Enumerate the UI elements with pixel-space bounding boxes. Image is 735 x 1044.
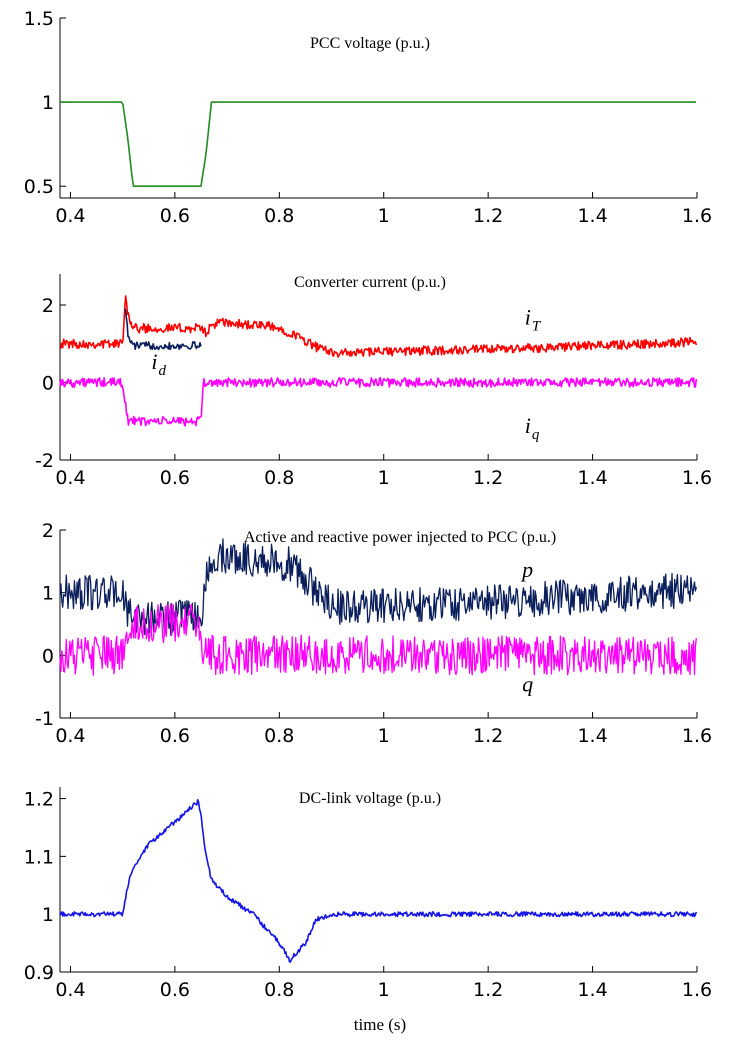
- series-label-main: i: [525, 413, 531, 438]
- series-label: q: [522, 672, 533, 697]
- panel-title: Converter current (p.u.): [294, 274, 446, 291]
- series-label-main: i: [525, 304, 531, 329]
- y-tick-label: 0: [42, 373, 54, 395]
- x-tick-label: 1: [378, 725, 390, 747]
- x-tick-label: 0.4: [55, 979, 85, 1001]
- panel-title: PCC voltage (p.u.): [310, 35, 430, 52]
- x-tick-label: 1.4: [577, 979, 607, 1001]
- x-tick-label: 1.6: [682, 725, 712, 747]
- panel-title: Active and reactive power injected to PC…: [244, 529, 556, 546]
- y-tick-label: 0.9: [24, 962, 54, 984]
- series-label-main: q: [522, 672, 533, 697]
- x-tick-label: 1: [378, 979, 390, 1001]
- y-tick-label: 1: [42, 92, 54, 114]
- x-tick-label: 1: [378, 205, 390, 227]
- x-tick-label: 0.6: [160, 467, 190, 489]
- x-tick-label: 1.6: [682, 205, 712, 227]
- y-tick-label: 1.1: [24, 846, 54, 868]
- y-tick-label: 2: [42, 295, 54, 317]
- x-tick-label: 0.8: [264, 725, 294, 747]
- series-line-0: [59, 295, 698, 358]
- x-tick-label: 1.6: [682, 979, 712, 1001]
- x-tick-label: 1.2: [473, 725, 503, 747]
- y-tick-label: 2: [42, 520, 54, 542]
- series-label-main: p: [520, 557, 533, 582]
- x-tick-label: 1: [378, 467, 390, 489]
- y-tick-label: 1.2: [24, 789, 54, 811]
- panel-pcc-voltage: 0.4 0.6 0.8 1 1.2 1.4 1.6 0.5 1 1.5 PCC voltage (p…: [24, 8, 712, 227]
- x-tick-label: 1.2: [473, 205, 503, 227]
- y-tick-label: 0: [42, 645, 54, 667]
- y-tick-label: 1: [42, 904, 54, 926]
- x-tick-label: 0.4: [55, 725, 85, 747]
- panel-power-injected: 0.4 0.6 0.8 1 1.2 1.4 1.6 -1 0 1 2 Active and react…: [35, 520, 712, 747]
- panel-converter-current: 0.4 0.6 0.8 1 1.2 1.4 1.6 -2 0 2 Converter current…: [35, 274, 712, 489]
- x-tick-label: 0.6: [160, 725, 190, 747]
- series-line-0: [60, 101, 696, 187]
- series-label: p: [520, 557, 533, 582]
- x-axis-label: time (s): [354, 1015, 406, 1034]
- x-tick-label: 0.4: [55, 467, 85, 489]
- series-line-2: [59, 377, 698, 427]
- x-tick-label: 0.6: [160, 205, 190, 227]
- x-tick-label: 0.4: [55, 205, 85, 227]
- series-label-subscript: q: [532, 427, 540, 443]
- y-tick-label: -1: [35, 708, 54, 730]
- series-label: iT: [525, 304, 542, 334]
- y-tick-label: -2: [35, 450, 54, 472]
- series-label-main: i: [151, 349, 157, 374]
- panel-title: DC-link voltage (p.u.): [299, 790, 441, 807]
- y-tick-label: 0.5: [24, 176, 54, 198]
- series-label-subscript: T: [532, 318, 542, 334]
- x-tick-label: 0.8: [264, 979, 294, 1001]
- x-tick-label: 0.8: [264, 205, 294, 227]
- x-tick-label: 0.8: [264, 467, 294, 489]
- x-tick-label: 1.4: [577, 467, 607, 489]
- x-tick-label: 0.6: [160, 979, 190, 1001]
- y-tick-label: 1.5: [24, 8, 54, 30]
- panel-dc-link-voltage: 0.4 0.6 0.8 1 1.2 1.4 1.6 0.9 1 1.1 1.2 DC-link vol…: [24, 787, 712, 1001]
- series-line-0: [59, 538, 697, 636]
- series-label: id: [151, 349, 166, 379]
- x-tick-label: 1.2: [473, 467, 503, 489]
- series-line-1: [59, 603, 697, 676]
- x-tick-label: 1.4: [577, 725, 607, 747]
- x-tick-label: 1.2: [473, 979, 503, 1001]
- x-tick-label: 1.6: [682, 467, 712, 489]
- series-label-subscript: d: [158, 363, 166, 379]
- series-label: iq: [525, 413, 540, 443]
- series-line-0: [59, 798, 698, 963]
- x-tick-label: 1.4: [577, 205, 607, 227]
- y-tick-label: 1: [42, 583, 54, 605]
- series-line-1: [124, 308, 202, 351]
